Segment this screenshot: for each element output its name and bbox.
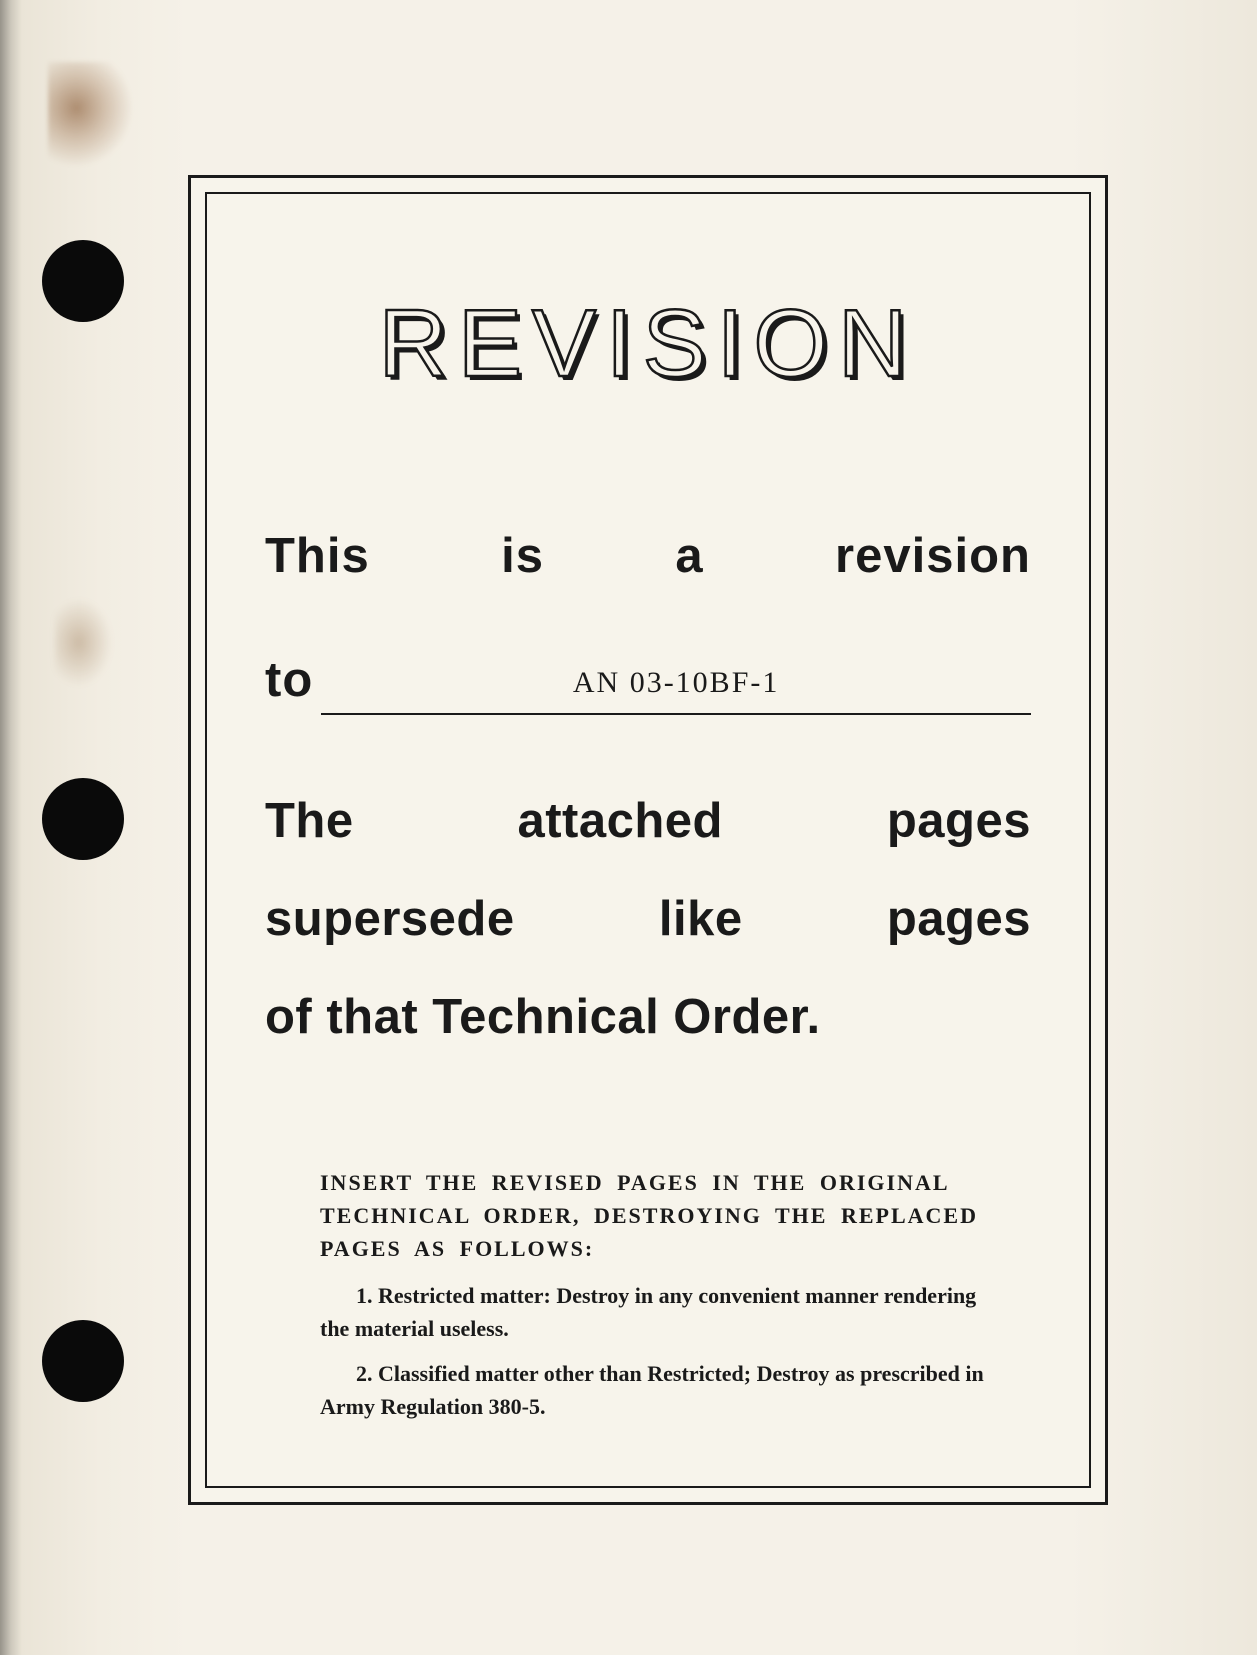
- word: supersede: [265, 870, 515, 968]
- instruction-item: 2. Classified matter other than Restrict…: [320, 1357, 1001, 1423]
- to-line: to AN 03-10BF-1: [265, 638, 1031, 724]
- outer-border: REVISION This is a revision to AN 03-10B…: [188, 175, 1108, 1505]
- word: a: [675, 514, 703, 600]
- content-area: REVISION This is a revision to AN 03-10B…: [265, 289, 1031, 1446]
- word: is: [501, 514, 544, 600]
- revision-title: REVISION: [265, 289, 1031, 399]
- paper-stain-2: [55, 595, 115, 690]
- instructions-block: INSERT THE REVISED PAGES IN THE ORIGINAL…: [265, 1166, 1031, 1423]
- document-number-field: AN 03-10BF-1: [321, 657, 1031, 716]
- instruction-item: 1. Restricted matter: Destroy in any con…: [320, 1279, 1001, 1345]
- word: This: [265, 514, 370, 600]
- instructions-header: INSERT THE REVISED PAGES IN THE ORIGINAL…: [320, 1166, 1001, 1265]
- binding-shadow: [0, 0, 22, 1655]
- document-page: REVISION This is a revision to AN 03-10B…: [0, 0, 1257, 1655]
- word: attached: [517, 772, 723, 870]
- word: pages: [887, 772, 1031, 870]
- inner-border: REVISION This is a revision to AN 03-10B…: [205, 192, 1091, 1488]
- supersede-paragraph: The attached pages supersede like pages …: [265, 772, 1031, 1066]
- punch-hole: [42, 240, 124, 322]
- word: revision: [835, 514, 1031, 600]
- to-label: to: [265, 638, 313, 724]
- paper-stain: [48, 62, 143, 177]
- para-line-1: The attached pages: [265, 772, 1031, 870]
- para-line-2: supersede like pages: [265, 870, 1031, 968]
- punch-hole: [42, 1320, 124, 1402]
- word: like: [659, 870, 743, 968]
- para-line-3: of that Technical Order.: [265, 968, 1031, 1066]
- body-text: This is a revision to AN 03-10BF-1 The a…: [265, 514, 1031, 1066]
- word: pages: [887, 870, 1031, 968]
- intro-line: This is a revision: [265, 514, 1031, 600]
- word: The: [265, 772, 354, 870]
- punch-hole: [42, 778, 124, 860]
